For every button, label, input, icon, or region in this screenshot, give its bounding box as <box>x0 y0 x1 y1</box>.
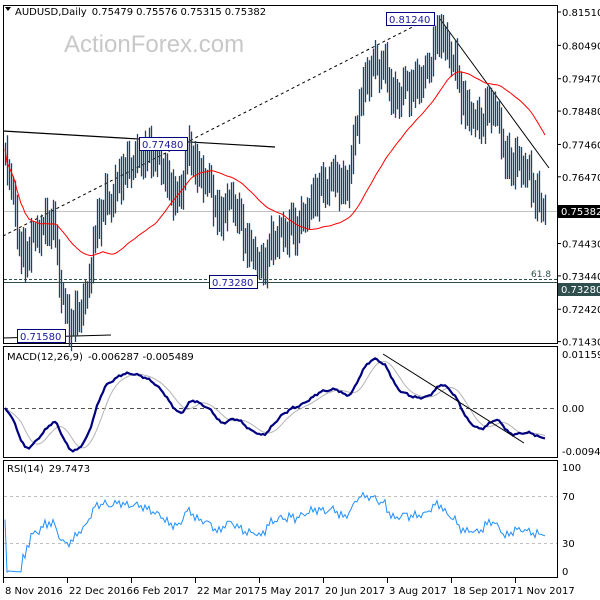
macd-header: MACD(12,26,9) -0.006287 -0.005489 <box>7 352 194 363</box>
date-tick-label: 8 Nov 2016 <box>5 586 63 597</box>
moving-average-line <box>4 71 546 257</box>
symbol-label: AUDUSD,Daily <box>15 7 87 18</box>
main-panel-frame <box>3 5 558 344</box>
ohlc-close: 0.75382 <box>225 7 266 18</box>
price-plot: 61.8 <box>2 14 557 352</box>
macd-tick-bottom: -0.009408 <box>562 447 600 458</box>
date-tick-label: 18 Sep 2017 <box>453 586 516 597</box>
price-tick-label: 0.79470 <box>562 75 600 86</box>
price-tick-label: 0.81510 <box>562 8 600 19</box>
level-price-label: 0.73280 <box>561 285 600 296</box>
macd-main-line <box>4 357 546 453</box>
price-tick-label: 0.73440 <box>562 272 600 283</box>
annotation-73280[interactable]: 0.73280 <box>209 275 258 290</box>
date-tick-label: 5 May 2017 <box>261 586 320 597</box>
price-tick-label: 0.77460 <box>562 140 600 151</box>
macd-label: MACD(12,26,9) <box>7 352 83 363</box>
ohlc-low: 0.75315 <box>180 7 221 18</box>
chart-header: AUDUSD,Daily 0.75479 0.75576 0.75315 0.75382 <box>15 7 266 18</box>
price-tick-label: 0.71430 <box>562 338 600 349</box>
price-axis: 0.81510 0.80490 0.79470 0.78480 0.77460 0.764… <box>557 8 600 349</box>
svg-text:0.73280: 0.73280 <box>212 278 253 289</box>
macd-signal-line <box>4 361 546 449</box>
svg-text:0.71580: 0.71580 <box>20 332 61 343</box>
rsi-value: 29.7473 <box>49 464 90 475</box>
rsi-header: RSI(14) 29.7473 <box>7 464 90 475</box>
rsi-tick-100: 100 <box>562 463 581 474</box>
current-price-label: 0.75382 <box>561 207 600 218</box>
watermark: ActionForex.com <box>64 31 244 58</box>
ohlc-open: 0.75479 <box>92 7 133 18</box>
price-tick-label: 0.74430 <box>562 240 600 251</box>
price-tick-label: 0.76470 <box>562 173 600 184</box>
dotted-trendline[interactable] <box>2 16 433 237</box>
macd-tick-zero: 0.00 <box>562 404 584 415</box>
rsi-label: RSI(14) <box>7 464 44 475</box>
fib-label: 61.8 <box>531 270 551 280</box>
annotation-77480[interactable]: 0.77480 <box>139 137 188 152</box>
price-tick-label: 0.78480 <box>562 107 600 118</box>
rsi-line <box>4 491 546 573</box>
price-tick-label: 0.72420 <box>562 305 600 316</box>
current-price-tag <box>558 205 600 218</box>
ohlc-high: 0.75576 <box>136 7 177 18</box>
svg-text:0.81240: 0.81240 <box>389 15 430 26</box>
date-axis: 8 Nov 2016 22 Dec 2016 6 Feb 2017 22 Mar 20… <box>3 578 575 597</box>
rsi-plot <box>4 491 546 573</box>
date-tick-label: 22 Dec 2016 <box>69 586 133 597</box>
macd-plot <box>4 357 546 453</box>
date-tick-label: 1 Nov 2017 <box>517 586 575 597</box>
date-tick-label: 22 Mar 2017 <box>197 586 260 597</box>
svg-text:0.77480: 0.77480 <box>142 140 183 151</box>
dropdown-triangle-icon[interactable] <box>5 7 11 11</box>
date-tick-label: 20 Jun 2017 <box>325 586 385 597</box>
macd-values: -0.006287 -0.005489 <box>88 352 194 363</box>
macd-trendline[interactable] <box>382 353 525 444</box>
macd-panel-frame <box>3 346 558 458</box>
annotation-71580[interactable]: 0.71580 <box>17 329 66 344</box>
price-tick-label: 0.80490 <box>562 41 600 52</box>
rsi-panel-frame <box>3 460 558 578</box>
date-tick-label: 6 Feb 2017 <box>133 586 189 597</box>
rsi-tick-0: 0 <box>562 567 568 578</box>
descending-trendline[interactable] <box>439 18 550 169</box>
level-price-tag <box>558 283 600 296</box>
rsi-tick-70: 70 <box>562 492 575 503</box>
date-tick-label: 3 Aug 2017 <box>389 586 447 597</box>
annotation-81240[interactable]: 0.81240 <box>386 12 435 27</box>
rsi-tick-30: 30 <box>562 539 575 550</box>
macd-tick-top: 0.01159 <box>562 350 600 361</box>
